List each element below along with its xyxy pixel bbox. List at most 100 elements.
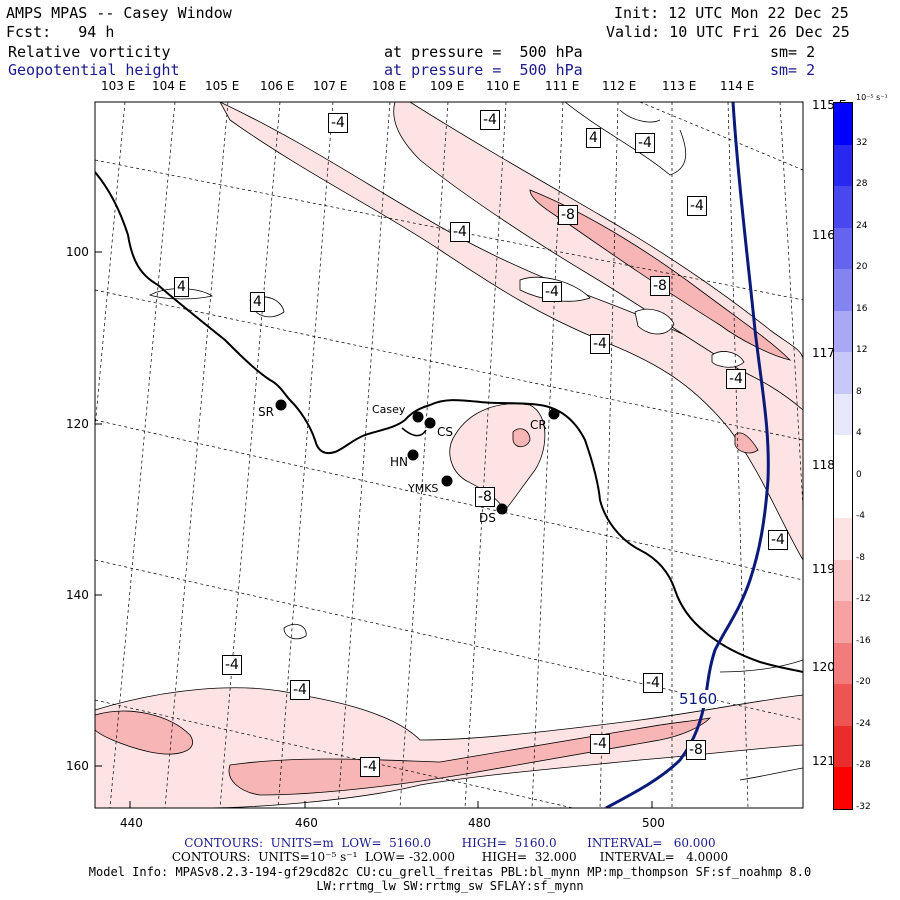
vorticity-shading — [95, 102, 803, 808]
colorbar-cell — [834, 684, 852, 727]
lon-label-top: 113 E — [662, 79, 697, 93]
contour-label: -4 — [635, 133, 655, 153]
field1-name: Relative vorticity — [8, 43, 171, 61]
contour-label: -4 — [687, 196, 707, 216]
colorbar-tick-label: -20 — [856, 677, 871, 688]
colorbar-tick-label: -28 — [856, 760, 871, 771]
contour-label: -4 — [480, 110, 500, 130]
contour-label: -4 — [328, 113, 348, 133]
colorbar-tick-label: 16 — [856, 303, 868, 314]
valid-time: Valid: 10 UTC Fri 26 Dec 25 — [606, 23, 850, 41]
colorbar-cell — [834, 227, 852, 270]
contour-label: -4 — [726, 369, 746, 389]
contour-label: -4 — [222, 655, 242, 675]
field2-smoothing: sm= 2 — [770, 61, 816, 79]
colorbar-cell — [834, 642, 852, 685]
colorbar-cell — [834, 725, 852, 768]
forecast-hour: Fcst: 94 h — [6, 23, 115, 41]
init-time: Init: 12 UTC Mon 22 Dec 25 — [614, 4, 849, 22]
contours-vorticity-info: CONTOURS: UNITS=10⁻⁵ s⁻¹ LOW= -32.000 HI… — [171, 850, 729, 864]
title: AMPS MPAS -- Casey Window — [6, 4, 232, 22]
colorbar-tick-label: 0 — [856, 469, 862, 480]
contour-label: -4 — [290, 680, 310, 700]
field1-level: at pressure = 500 hPa — [384, 43, 583, 61]
colorbar-tick-label: 20 — [856, 262, 868, 273]
colorbar-cell — [834, 767, 852, 810]
colorbar-tick-label: -16 — [856, 635, 871, 646]
lon-label-top: 114 E — [720, 79, 755, 93]
colorbar-tick-label: 24 — [856, 220, 868, 231]
colorbar-cell — [834, 559, 852, 602]
vorticity-contours — [148, 102, 803, 781]
contour-label: -8 — [686, 740, 706, 760]
colorbar — [833, 102, 853, 810]
station-label-sr: SR — [258, 405, 274, 419]
model-info-physics: LW:rrtmg_lw SW:rrtmg_sw SFLAY:sf_mynn — [316, 879, 584, 893]
colorbar-tick-label: 12 — [856, 345, 868, 356]
colorbar-cell — [834, 352, 852, 395]
colorbar-tick-label: -24 — [856, 718, 871, 729]
contours-height-info: CONTOURS: UNITS=m LOW= 5160.0 HIGH= 5160… — [184, 836, 716, 850]
y-tick-160: 160 — [66, 759, 89, 773]
contour-label: 4 — [250, 292, 265, 312]
y-tick-120: 120 — [66, 417, 89, 431]
colorbar-cell — [834, 518, 852, 561]
contour-label: -4 — [590, 334, 610, 354]
station-label-casey: Casey — [372, 403, 406, 416]
height-contour-label: 5160 — [679, 690, 718, 708]
contour-label: -4 — [450, 222, 470, 242]
colorbar-cell — [834, 393, 852, 436]
field2-name: Geopotential height — [8, 61, 180, 79]
colorbar-cell — [834, 435, 852, 478]
colorbar-cell — [834, 186, 852, 229]
contour-label: -4 — [590, 734, 610, 754]
contour-label: 4 — [586, 128, 601, 148]
colorbar-cell — [834, 601, 852, 644]
lon-label-top: 107 E — [313, 79, 348, 93]
y-tick-140: 140 — [66, 588, 89, 602]
colorbar-tick-label: 28 — [856, 179, 868, 190]
colorbar-cell — [834, 310, 852, 353]
colorbar-cell — [834, 269, 852, 312]
colorbar-tick-label: -8 — [856, 552, 865, 563]
x-tick-500: 500 — [642, 816, 665, 830]
station-label-cs: CS — [437, 425, 453, 439]
contour-label: -8 — [475, 487, 495, 507]
colorbar-tick-label: 4 — [856, 428, 862, 439]
field1-smoothing: sm= 2 — [770, 43, 816, 61]
station-label-hn: HN — [390, 455, 408, 469]
model-info: Model Info: MPASv8.2.3-194-gf29cd82c CU:… — [88, 865, 812, 879]
lon-label-top: 104 E — [152, 79, 187, 93]
contour-label: -8 — [650, 276, 670, 296]
lon-label-top: 112 E — [602, 79, 637, 93]
contour-label: -4 — [542, 282, 562, 302]
station-label-ymks: YMKS — [408, 482, 439, 495]
contour-label: -4 — [360, 757, 380, 777]
x-tick-480: 480 — [468, 816, 491, 830]
colorbar-tick-label: 32 — [856, 137, 868, 148]
colorbar-tick-label: -32 — [856, 802, 871, 812]
lon-label-top: 106 E — [260, 79, 295, 93]
colorbar-tick-label: -12 — [856, 594, 871, 605]
lon-label-top: 103 E — [101, 79, 136, 93]
colorbar-tick-label: 8 — [856, 386, 862, 397]
lon-label-top: 109 E — [430, 79, 465, 93]
contour-label: 4 — [174, 277, 189, 297]
contour-label: -8 — [558, 205, 578, 225]
contour-label: -4 — [768, 530, 788, 550]
lon-label-top: 108 E — [372, 79, 407, 93]
station-label-cr: CR — [530, 418, 547, 432]
colorbar-unit: 10⁻⁵ s⁻¹ — [856, 93, 888, 102]
colorbar-cell — [834, 476, 852, 519]
lon-label-top: 111 E — [545, 79, 580, 93]
contour-label: -4 — [643, 673, 663, 693]
coastline — [95, 171, 803, 673]
lon-label-top: 105 E — [205, 79, 240, 93]
colorbar-cell — [834, 103, 852, 146]
plot-frame — [94, 101, 804, 809]
y-tick-100: 100 — [66, 245, 89, 259]
station-markers — [275, 399, 560, 515]
colorbar-tick-label: -4 — [856, 511, 865, 522]
field2-level: at pressure = 500 hPa — [384, 61, 583, 79]
